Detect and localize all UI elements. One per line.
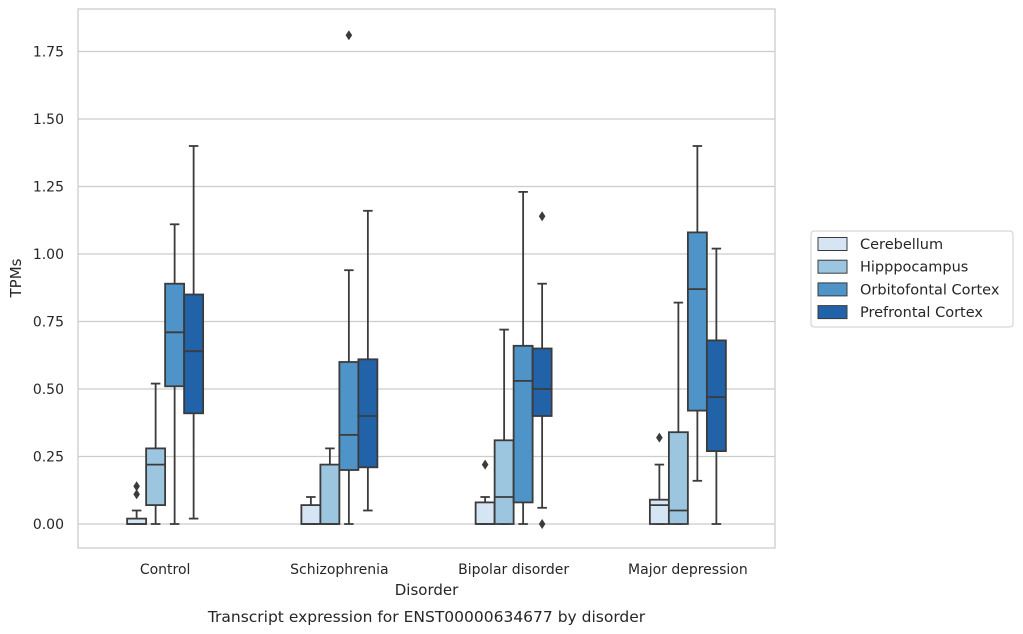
legend-swatch [817, 282, 848, 297]
iqr-box [474, 501, 496, 525]
box-orbitofontal-cortex [338, 30, 360, 525]
legend-swatch [817, 305, 848, 320]
box-hipppocampus [493, 328, 515, 525]
legend-label: Cerebellum [860, 237, 943, 253]
box-prefrontal-cortex [183, 145, 205, 520]
legend: Cerebellum Hipppocampus Orbitofontal Corte… [810, 230, 1014, 328]
box-orbitofontal-cortex [512, 190, 534, 525]
box-prefrontal-cortex [531, 211, 553, 529]
iqr-box [183, 293, 205, 415]
box-orbitofontal-cortex [686, 145, 708, 482]
box-prefrontal-cortex [705, 247, 727, 525]
iqr-box [300, 504, 322, 525]
legend-swatch [817, 237, 848, 251]
outlier-point [656, 432, 663, 443]
outlier-point [538, 211, 546, 222]
y-tick-label: 1.25 [33, 180, 64, 196]
iqr-box [338, 361, 360, 471]
y-axis-label: TPMs [7, 258, 25, 298]
outlier-point [538, 519, 546, 529]
y-tick-labels: 0.00 0.25 0.50 0.75 1.00 1.25 1.50 1.75 [33, 45, 64, 534]
iqr-box [648, 498, 670, 525]
y-tick-label: 1.75 [33, 45, 64, 61]
iqr-box [531, 347, 553, 417]
y-tick-label: 0.50 [33, 382, 64, 398]
x-axis-label: Disorder [395, 581, 459, 599]
legend-swatch [817, 259, 848, 274]
plot-frame [77, 8, 776, 549]
iqr-box [164, 282, 186, 388]
iqr-box [319, 463, 341, 525]
box-hipppocampus [319, 447, 341, 525]
box-layer [126, 30, 727, 529]
y-tick-label: 1.50 [33, 112, 64, 128]
box-hipppocampus [145, 382, 167, 525]
box-orbitofontal-cortex [164, 223, 186, 525]
legend-label: Hipppocampus [860, 260, 968, 276]
box-cerebellum [300, 496, 322, 525]
iqr-box [667, 431, 689, 525]
x-tick-labels: Control Schizophrenia Bipolar disorder Majo… [140, 562, 748, 578]
iqr-box [493, 439, 515, 525]
x-tick-label: Control [140, 562, 191, 578]
outlier-point [481, 459, 489, 470]
box-hipppocampus [667, 301, 689, 525]
chart-caption: Transcript expression for ENST0000063467… [207, 608, 646, 626]
outlier-point [133, 489, 140, 500]
box-cerebellum [474, 459, 496, 525]
iqr-box [705, 339, 727, 452]
iqr-box [686, 231, 708, 412]
iqr-box [357, 358, 379, 469]
x-tick-label: Schizophrenia [290, 562, 388, 578]
y-tick-label: 1.00 [33, 247, 64, 263]
legend-label: Prefrontal Cortex [860, 305, 983, 321]
box-cerebellum [648, 432, 670, 525]
y-tick-label: 0.00 [33, 517, 64, 533]
iqr-box [512, 344, 534, 504]
y-tick-label: 0.25 [33, 450, 64, 466]
box-prefrontal-cortex [357, 209, 379, 512]
y-tick-label: 0.75 [33, 315, 64, 331]
legend-frame [810, 230, 1014, 328]
x-tick-label: Major depression [628, 562, 748, 578]
box-cerebellum [126, 481, 148, 525]
outlier-point [133, 481, 140, 492]
iqr-box [145, 447, 167, 506]
outlier-point [345, 30, 353, 41]
legend-label: Orbitofontal Cortex [860, 282, 1000, 298]
x-tick-label: Bipolar disorder [458, 562, 569, 578]
